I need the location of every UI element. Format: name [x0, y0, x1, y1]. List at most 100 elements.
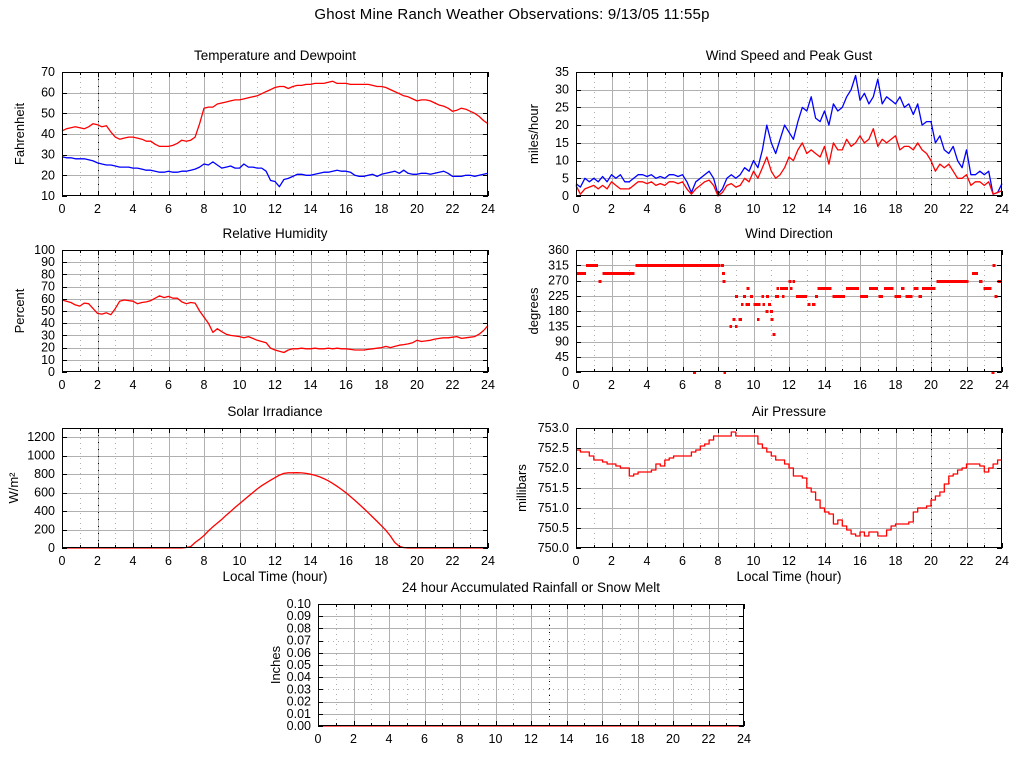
x-tick-label: 6: [165, 202, 172, 216]
y-tick-label: 135: [548, 319, 569, 333]
y-tick-label: 753.0: [538, 421, 569, 435]
x-tick-label: 10: [747, 202, 761, 216]
y-tick-label: 40: [41, 316, 55, 330]
x-tick-label: 4: [386, 732, 393, 746]
x-tick-label: 2: [608, 378, 615, 392]
x-tick-label: 16: [853, 378, 867, 392]
x-tick-label: 0: [59, 202, 66, 216]
x-tick-label: 18: [631, 732, 645, 746]
x-tick-label: 22: [446, 378, 460, 392]
x-tick-label: 12: [268, 554, 282, 568]
y-tick-label: 752.0: [538, 461, 569, 475]
x-tick-label: 0: [573, 378, 580, 392]
x-tick-label: 6: [165, 554, 172, 568]
x-tick-label: 10: [233, 554, 247, 568]
y-tick-label: 70: [41, 65, 55, 79]
x-tick-label: 22: [446, 202, 460, 216]
y-axis-title: degrees: [526, 287, 541, 334]
y-tick-label: 90: [555, 335, 569, 349]
x-tick-label: 2: [350, 732, 357, 746]
x-tick-label: 18: [375, 202, 389, 216]
series-wind-speed: [575, 128, 1003, 197]
x-tick-label: 14: [304, 378, 318, 392]
x-tick-label: 16: [853, 554, 867, 568]
y-tick-label: 35: [555, 65, 569, 79]
y-tick-label: 20: [41, 168, 55, 182]
x-tick-label: 10: [747, 378, 761, 392]
y-tick-label: 1000: [27, 449, 55, 463]
y-tick-label: 800: [34, 467, 55, 481]
chart-title: Temperature and Dewpoint: [194, 48, 356, 63]
y-tick-label: 750.5: [538, 521, 569, 535]
x-tick-label: 22: [446, 554, 460, 568]
x-tick-label: 24: [481, 378, 495, 392]
x-tick-label: 6: [165, 378, 172, 392]
x-tick-label: 12: [524, 732, 538, 746]
x-axis-title: Local Time (hour): [222, 569, 327, 584]
x-tick-label: 0: [59, 554, 66, 568]
x-tick-label: 20: [924, 554, 938, 568]
x-tick-label: 18: [375, 554, 389, 568]
x-tick-label: 16: [595, 732, 609, 746]
y-tick-label: 80: [41, 267, 55, 281]
chart-title: Wind Speed and Peak Gust: [706, 48, 873, 63]
y-tick-label: 10: [41, 353, 55, 367]
x-tick-label: 20: [924, 378, 938, 392]
x-axis-title: Local Time (hour): [736, 569, 841, 584]
y-tick-label: 25: [555, 100, 569, 114]
x-tick-label: 24: [737, 732, 751, 746]
x-tick-label: 18: [889, 202, 903, 216]
y-tick-label: 180: [548, 304, 569, 318]
x-tick-label: 8: [715, 378, 722, 392]
x-tick-label: 22: [960, 202, 974, 216]
x-tick-label: 4: [130, 378, 137, 392]
y-tick-label: 0: [48, 365, 55, 379]
x-tick-label: 12: [782, 202, 796, 216]
y-tick-label: 20: [41, 341, 55, 355]
x-tick-label: 2: [608, 554, 615, 568]
x-tick-label: 20: [410, 554, 424, 568]
y-tick-label: 60: [41, 86, 55, 100]
y-tick-label: 70: [41, 280, 55, 294]
x-tick-label: 16: [339, 202, 353, 216]
x-tick-label: 4: [644, 554, 651, 568]
x-tick-label: 2: [608, 202, 615, 216]
y-tick-label: 50: [41, 106, 55, 120]
x-tick-label: 22: [702, 732, 716, 746]
x-tick-label: 24: [995, 378, 1009, 392]
x-tick-label: 12: [268, 378, 282, 392]
y-tick-label: 0.03: [287, 682, 311, 696]
x-tick-label: 8: [201, 202, 208, 216]
x-tick-label: 6: [421, 732, 428, 746]
y-tick-label: 200: [34, 523, 55, 537]
y-tick-label: 0: [562, 365, 569, 379]
x-tick-label: 22: [960, 378, 974, 392]
y-axis-title: miles/hour: [526, 103, 541, 164]
y-tick-label: 0.08: [287, 621, 311, 635]
x-tick-label: 16: [339, 378, 353, 392]
x-tick-label: 8: [715, 554, 722, 568]
x-tick-label: 20: [666, 732, 680, 746]
x-tick-label: 24: [995, 202, 1009, 216]
x-tick-label: 10: [489, 732, 503, 746]
x-tick-label: 6: [679, 378, 686, 392]
y-tick-label: 20: [555, 118, 569, 132]
x-tick-label: 18: [889, 378, 903, 392]
y-tick-label: 0: [562, 189, 569, 203]
y-axis-title: millibars: [514, 464, 529, 512]
x-tick-label: 16: [339, 554, 353, 568]
x-tick-label: 4: [644, 378, 651, 392]
x-tick-label: 18: [375, 378, 389, 392]
x-tick-label: 10: [233, 378, 247, 392]
y-tick-label: 100: [34, 243, 55, 257]
x-tick-label: 18: [889, 554, 903, 568]
series-relative-humidity: [61, 295, 489, 354]
y-tick-label: 751.0: [538, 501, 569, 515]
y-tick-label: 751.5: [538, 481, 569, 495]
x-tick-label: 8: [715, 202, 722, 216]
y-tick-label: 225: [548, 289, 569, 303]
y-tick-label: 0.09: [287, 609, 311, 623]
y-tick-label: 10: [555, 154, 569, 168]
